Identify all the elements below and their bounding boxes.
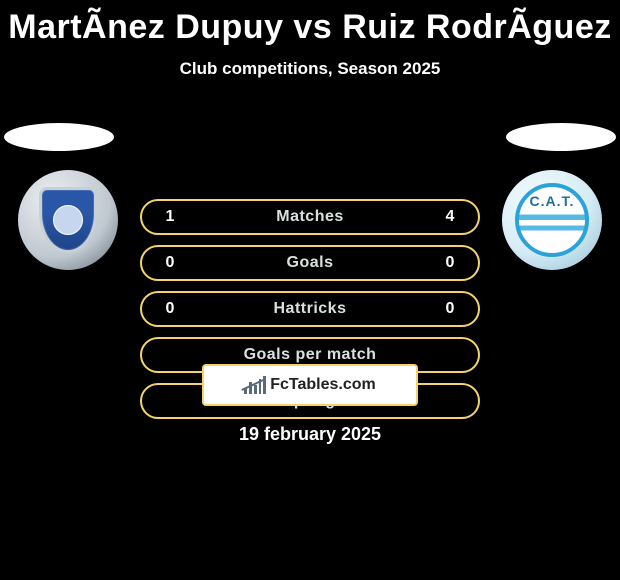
stat-left-value: 0: [158, 300, 182, 318]
stat-label: Hattricks: [182, 300, 438, 318]
page-title: MartÃ­nez Dupuy vs Ruiz RodrÃ­guez: [0, 0, 620, 47]
club-badge-right: C.A.T.: [502, 170, 602, 270]
stat-right-value: 0: [438, 254, 462, 272]
club-circle-icon: C.A.T.: [515, 183, 589, 257]
stat-label: Goals: [182, 254, 438, 272]
stat-right-value: 4: [438, 208, 462, 226]
bar-chart-icon: [244, 376, 266, 394]
stat-row: 1Matches4: [140, 199, 480, 235]
stat-left-value: 0: [158, 254, 182, 272]
stat-label: Matches: [182, 208, 438, 226]
player-photo-right: [506, 123, 616, 151]
club-badge-text: C.A.T.: [530, 193, 575, 209]
subtitle: Club competitions, Season 2025: [0, 59, 620, 79]
shield-icon: [39, 187, 97, 253]
stat-left-value: 1: [158, 208, 182, 226]
date-text: 19 february 2025: [0, 424, 620, 445]
player-photo-left: [4, 123, 114, 151]
branding-badge: FcTables.com: [202, 364, 418, 406]
stat-row: 0Hattricks0: [140, 291, 480, 327]
stat-row: 0Goals0: [140, 245, 480, 281]
club-badge-left: [18, 170, 118, 270]
stat-right-value: 0: [438, 300, 462, 318]
branding-text: FcTables.com: [270, 376, 376, 394]
